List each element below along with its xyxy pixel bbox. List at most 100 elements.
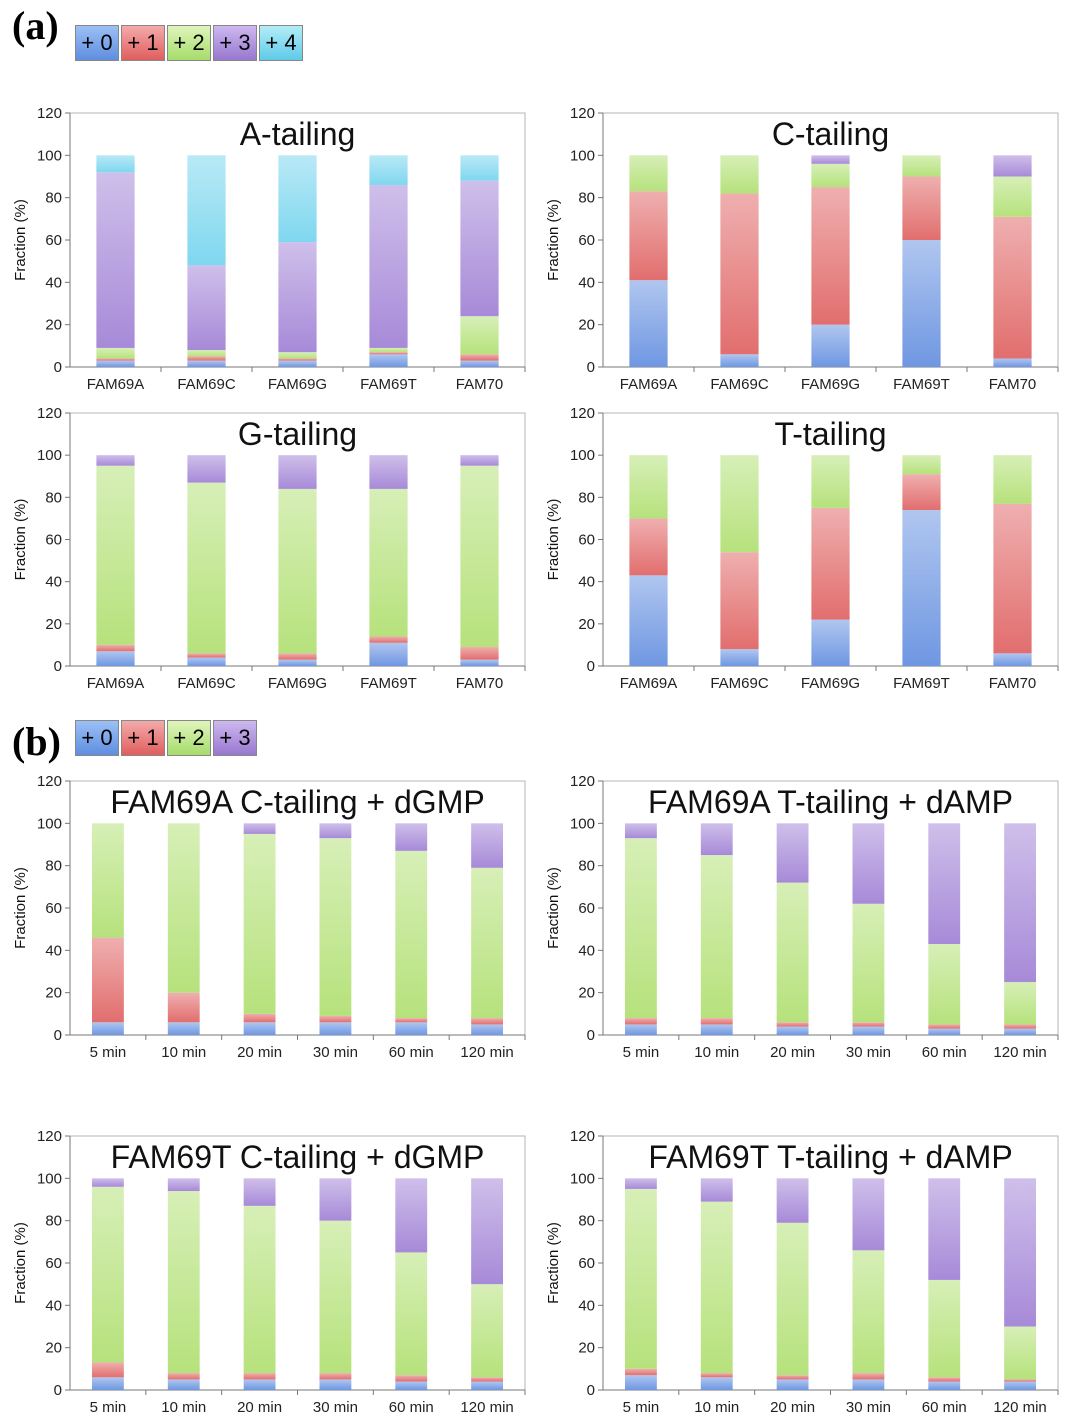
y-tick-label: 80 bbox=[45, 190, 62, 207]
y-axis-label: Fraction (%) bbox=[12, 499, 29, 581]
chart-title: FAM69T C-tailing + dGMP bbox=[111, 1139, 485, 1175]
bar-segment bbox=[720, 552, 759, 650]
y-tick-label: 60 bbox=[578, 532, 595, 549]
chart-title: FAM69A C-tailing + dGMP bbox=[110, 784, 484, 820]
y-tick-label: 120 bbox=[37, 773, 62, 790]
bar-segment bbox=[460, 455, 499, 466]
bar-segment bbox=[776, 1026, 809, 1035]
bar-segment bbox=[928, 1178, 961, 1280]
x-tick-label: FAM69G bbox=[801, 376, 860, 393]
y-axis-label: Fraction (%) bbox=[12, 199, 29, 281]
x-tick-label: FAM69A bbox=[87, 376, 145, 393]
bar-segment bbox=[776, 1379, 809, 1390]
legend-item-plus0: + 0 bbox=[75, 720, 119, 756]
bar-segment bbox=[319, 1178, 352, 1221]
bar-segment bbox=[96, 360, 135, 367]
bar-segment bbox=[776, 1178, 809, 1223]
x-tick-label: 30 min bbox=[846, 1399, 891, 1416]
x-tick-label: 10 min bbox=[694, 1044, 739, 1061]
bar-segment bbox=[700, 1018, 733, 1025]
bar-segment bbox=[629, 155, 668, 192]
bar-segment bbox=[167, 1373, 200, 1380]
bar-segment bbox=[278, 242, 317, 353]
bar-segment bbox=[167, 992, 200, 1023]
x-tick-label: FAM69A bbox=[87, 675, 145, 692]
bar-segment bbox=[776, 1022, 809, 1027]
bar-segment bbox=[187, 455, 226, 483]
bar-segment bbox=[369, 488, 408, 637]
panel-a-legend: + 0 + 1 + 2 + 3 + 4 bbox=[75, 25, 305, 61]
bar-segment bbox=[720, 354, 759, 367]
y-tick-label: 80 bbox=[578, 858, 595, 875]
bar-segment bbox=[902, 509, 941, 666]
y-tick-label: 100 bbox=[37, 447, 62, 464]
x-tick-label: 120 min bbox=[993, 1044, 1046, 1061]
bar-segment bbox=[319, 1220, 352, 1374]
y-tick-label: 20 bbox=[578, 985, 595, 1002]
bar-segment bbox=[993, 155, 1032, 177]
legend-item-plus4: + 4 bbox=[259, 25, 303, 61]
bar-segment bbox=[993, 503, 1032, 654]
y-tick-label: 0 bbox=[587, 359, 595, 376]
bar-segment bbox=[369, 155, 408, 185]
x-tick-label: FAM70 bbox=[989, 675, 1037, 692]
y-tick-label: 100 bbox=[37, 147, 62, 164]
y-tick-label: 40 bbox=[45, 942, 62, 959]
bar-segment bbox=[629, 191, 668, 281]
bar-segment bbox=[369, 642, 408, 666]
y-axis-label: Fraction (%) bbox=[12, 867, 29, 949]
x-tick-label: 20 min bbox=[237, 1399, 282, 1416]
y-axis-label: Fraction (%) bbox=[545, 199, 562, 281]
x-tick-label: FAM69T bbox=[360, 675, 417, 692]
y-tick-label: 0 bbox=[54, 1382, 62, 1399]
bar-segment bbox=[902, 240, 941, 367]
y-tick-label: 40 bbox=[578, 274, 595, 291]
x-tick-label: FAM70 bbox=[456, 376, 504, 393]
bar-segment bbox=[395, 1018, 428, 1023]
y-tick-label: 0 bbox=[54, 359, 62, 376]
y-tick-label: 80 bbox=[578, 489, 595, 506]
bar-segment bbox=[460, 360, 499, 367]
bar-segment bbox=[319, 1373, 352, 1380]
y-tick-label: 40 bbox=[45, 574, 62, 591]
y-axis-label: Fraction (%) bbox=[545, 1222, 562, 1304]
bar-segment bbox=[776, 882, 809, 1023]
bar-segment bbox=[928, 1028, 961, 1035]
bar-segment bbox=[928, 1279, 961, 1378]
bar-segment bbox=[928, 1377, 961, 1382]
x-tick-label: 5 min bbox=[623, 1044, 660, 1061]
bar-segment bbox=[369, 184, 408, 348]
bar-segment bbox=[187, 657, 226, 666]
x-tick-label: 20 min bbox=[770, 1044, 815, 1061]
bar-segment bbox=[928, 1024, 961, 1029]
panel-b-label: (b) bbox=[12, 719, 61, 764]
bar-segment bbox=[460, 465, 499, 648]
y-tick-label: 80 bbox=[45, 489, 62, 506]
bar-segment bbox=[96, 651, 135, 666]
x-tick-label: FAM69G bbox=[268, 376, 327, 393]
bar-segment bbox=[993, 216, 1032, 359]
y-tick-label: 60 bbox=[45, 532, 62, 549]
x-tick-label: FAM69C bbox=[710, 376, 769, 393]
x-tick-label: 5 min bbox=[623, 1399, 660, 1416]
bar-segment bbox=[395, 1375, 428, 1382]
bar-segment bbox=[852, 903, 885, 1023]
x-tick-label: 20 min bbox=[237, 1044, 282, 1061]
bar-segment bbox=[278, 488, 317, 654]
x-tick-label: FAM70 bbox=[456, 675, 504, 692]
bar-segment bbox=[278, 360, 317, 367]
bar-segment bbox=[187, 653, 226, 658]
bar-segment bbox=[852, 1178, 885, 1251]
bar-segment bbox=[624, 1018, 657, 1025]
bar-segment bbox=[96, 172, 135, 348]
y-tick-label: 120 bbox=[570, 773, 595, 790]
bar-segment bbox=[395, 1178, 428, 1253]
x-tick-label: FAM69T bbox=[360, 376, 417, 393]
bar-segment bbox=[167, 1178, 200, 1192]
chart-title: A-tailing bbox=[240, 116, 356, 152]
bar-segment bbox=[471, 1018, 504, 1025]
bar-segment bbox=[243, 833, 276, 1014]
